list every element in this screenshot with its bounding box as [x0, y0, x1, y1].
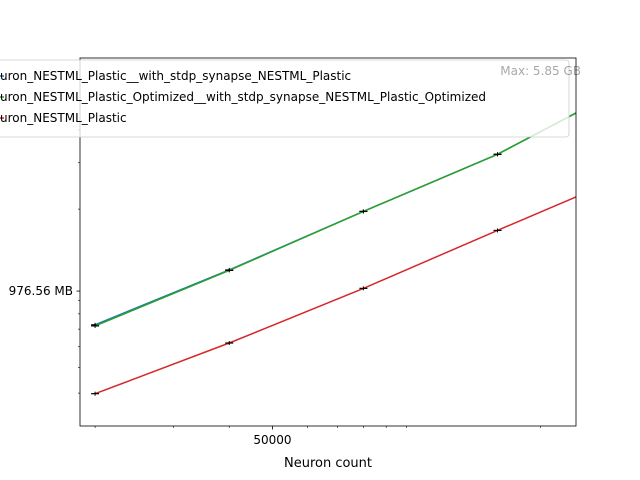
x-tick-label-0: 50000	[253, 433, 291, 447]
y-tick-label-0: 976.56 MB	[9, 284, 73, 298]
x-axis: 50000	[94, 426, 542, 447]
legend-entry-2: uron_NESTML_Plastic	[0, 111, 127, 125]
legend-box	[0, 59, 570, 138]
max-annotation: Max: 5.85 GB	[500, 64, 581, 78]
x-axis-label: Neuron count	[284, 456, 372, 471]
legend-entry-0: uron_NESTML_Plastic__with_stdp_synapse_N…	[0, 69, 351, 83]
series-line-2	[94, 196, 576, 395]
legend: uron_NESTML_Plastic__with_stdp_synapse_N…	[0, 59, 570, 138]
y-axis: 976.56 MB	[9, 129, 80, 394]
axes-frame	[79, 57, 577, 427]
legend-entry-1: uron_NESTML_Plastic_Optimized__with_stdp…	[0, 90, 486, 104]
